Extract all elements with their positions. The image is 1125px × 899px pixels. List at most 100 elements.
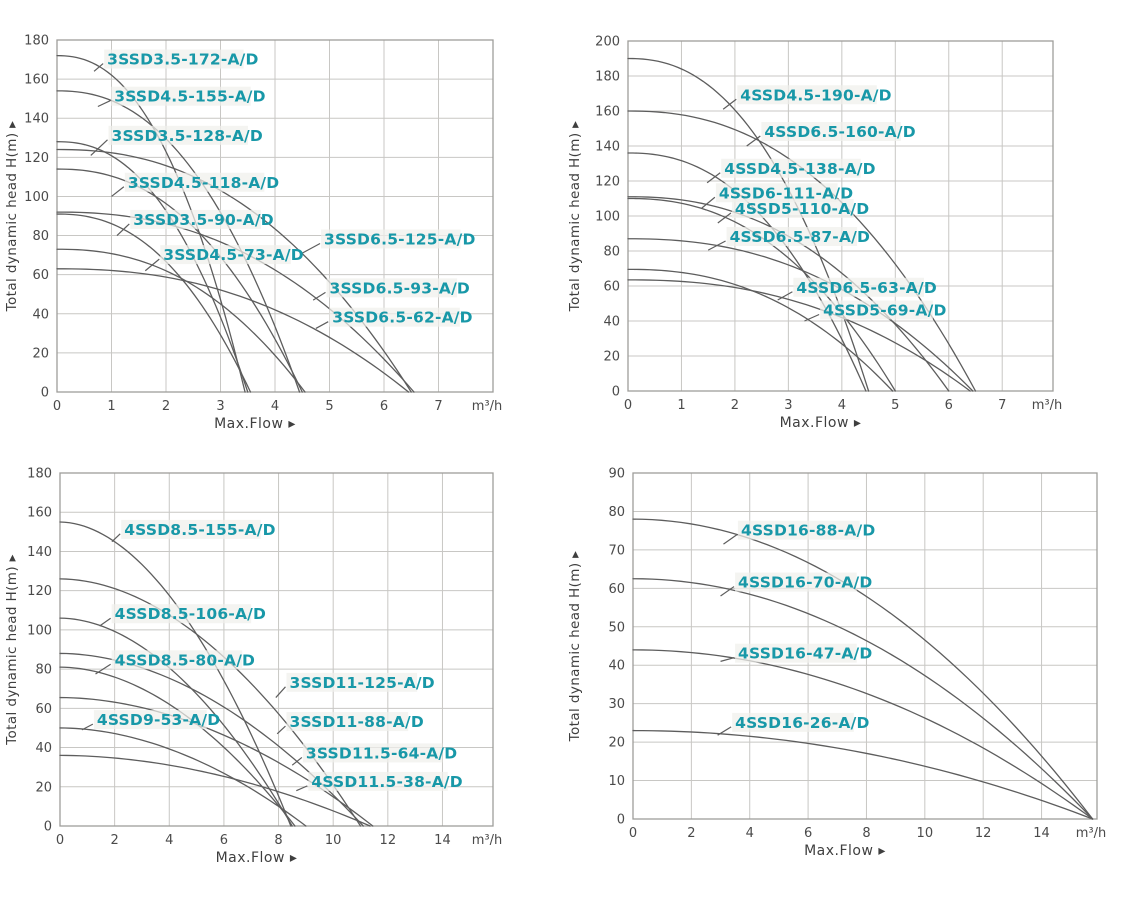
y-tick-label: 60 (35, 702, 52, 717)
curve-label: 3SSD6.5-62-A/D (332, 309, 473, 327)
x-tick-label: 4 (271, 399, 279, 414)
curve-label-leader-line (291, 756, 303, 766)
curve-label: 3SSD4.5-118-A/D (128, 174, 279, 192)
curve-label-leader-line (111, 533, 121, 543)
curve-label-halo (160, 245, 291, 265)
y-axis-label: Total dynamic head H(m) ▸ (4, 554, 20, 746)
chart-panel-top-left: 0 20 40 60 80 100 120 140 160 180 0 1 2 3 4 5 6 7 m³/h Max.… (0, 0, 562, 454)
x-tick-label: 0 (629, 826, 637, 841)
curve-label: 4SSD16-88-A/D (741, 522, 875, 540)
curve-label-leader-line (720, 586, 735, 597)
x-tick-label: 2 (731, 398, 739, 413)
curve-label-halo (286, 672, 418, 692)
y-axis-label: Total dynamic head H(m) ▸ (4, 121, 20, 313)
x-tick-label: 10 (325, 833, 342, 848)
curve-label: 3SSD11-88-A/D (289, 713, 423, 731)
x-tick-label: 6 (380, 399, 388, 414)
x-tick-label: 12 (975, 826, 992, 841)
curve-label-leader-line (301, 242, 321, 254)
y-tick-label: 0 (617, 813, 625, 828)
curve-label-halo (820, 300, 933, 320)
pump-curve (632, 578, 1094, 820)
y-tick-label: 180 (27, 467, 52, 482)
curve-label-halo (735, 643, 857, 663)
y-axis-label: Total dynamic head H(m) ▸ (567, 551, 583, 743)
curve-label: 4SSD8.5-155-A/D (124, 521, 275, 539)
curve-label-leader-line (707, 240, 726, 251)
curve-label-leader-line (701, 196, 716, 209)
curve-label-halo (121, 519, 261, 539)
x-axis-label: Max.Flow ▸ (780, 415, 862, 431)
pump-curve (632, 729, 1094, 820)
curve-label-halo (761, 122, 901, 141)
x-tick-label: 1 (677, 398, 685, 413)
curve-label-leader-line (717, 212, 732, 224)
curve-label: 4SSD4.5-138-A/D (724, 160, 875, 178)
curve-label-halo (130, 209, 261, 229)
plot-border (56, 39, 494, 393)
y-tick-label: 60 (603, 280, 620, 295)
x-tick-label: 7 (998, 398, 1006, 413)
pump-curve (627, 238, 974, 392)
curve-label-leader-line (717, 726, 732, 736)
curve-label-leader-line (315, 321, 329, 329)
curve-label-leader-line (90, 139, 108, 156)
curve-label-halo (726, 227, 858, 246)
curve-label: 3SSD3.5-172-A/D (107, 51, 258, 69)
pump-curve (56, 168, 303, 393)
pump-curve (59, 727, 307, 827)
x-tick-label: 5 (325, 399, 333, 414)
curve-label-leader-line (722, 98, 737, 110)
y-tick-label: 80 (603, 245, 620, 260)
curve-label-leader-line (296, 785, 308, 792)
curve-label-halo (326, 278, 458, 298)
y-tick-label: 60 (608, 582, 625, 597)
pump-curve-chart: 0 20 40 60 80 100 120 140 160 180 0 1 2 3 4 5 6 7 m³/h Max.… (4, 34, 503, 433)
curve-label: 4SSD8.5-80-A/D (115, 651, 256, 669)
curve-label-leader-line (777, 291, 793, 301)
curve-label-halo (108, 125, 248, 145)
y-tick-label: 60 (32, 268, 49, 283)
x-tick-label: 0 (53, 399, 61, 414)
curve-label: 3SSD3.5-90-A/D (133, 211, 273, 229)
plot-border (59, 472, 494, 827)
curve-label-leader-line (804, 313, 820, 322)
curve-label: 3SSD4.5-73-A/D (163, 246, 304, 264)
pump-curve (56, 141, 249, 393)
x-tick-label: 0 (624, 398, 632, 413)
y-tick-label: 20 (32, 346, 49, 361)
y-tick-label: 100 (595, 210, 620, 225)
x-tick-label: 8 (274, 833, 282, 848)
curve-label: 3SSD6.5-125-A/D (324, 230, 475, 248)
y-tick-label: 180 (24, 34, 49, 49)
y-tick-label: 90 (608, 467, 625, 482)
x-tick-label: 10 (917, 826, 934, 841)
y-tick-label: 200 (595, 35, 620, 50)
pump-curve-chart: 0 20 40 60 80 100 120 140 160 180 0 2 4 6 8 10 12 14 m³/h M… (4, 467, 502, 867)
x-tick-label: 4 (165, 833, 173, 848)
pump-curve-chart: 0 20 40 60 80 100 120 140 160 180 200 0 1 2 3 4 5 6 7 m³/h M… (567, 35, 1062, 432)
chart-panel-bottom-left: 0 20 40 60 80 100 120 140 160 180 0 2 4 6 8 10 12 14 m³/h M… (0, 450, 562, 899)
curve-label: 4SSD5-69-A/D (823, 302, 946, 320)
curve-label-halo (321, 229, 461, 249)
y-tick-label: 120 (595, 175, 620, 190)
x-tick-label: 14 (434, 833, 451, 848)
y-tick-label: 0 (41, 386, 49, 401)
curve-label-halo (737, 520, 860, 540)
x-axis-unit: m³/h (1076, 826, 1107, 841)
curve-label: 4SSD6.5-63-A/D (796, 279, 937, 297)
x-tick-label: 4 (746, 826, 754, 841)
x-axis-unit: m³/h (472, 399, 503, 414)
curve-label-leader-line (312, 291, 326, 301)
curve-label: 3SSD4.5-155-A/D (114, 88, 265, 106)
curve-label-leader-line (746, 135, 761, 147)
y-tick-label: 40 (603, 315, 620, 330)
x-tick-label: 7 (434, 399, 442, 414)
curve-label: 4SSD4.5-190-A/D (740, 86, 891, 104)
curve-label-halo (721, 158, 861, 178)
pump-curve (56, 248, 306, 393)
pump-curve (59, 754, 371, 827)
plot-border (627, 40, 1054, 392)
x-tick-label: 4 (838, 398, 846, 413)
curve-label-leader-line (723, 534, 738, 545)
